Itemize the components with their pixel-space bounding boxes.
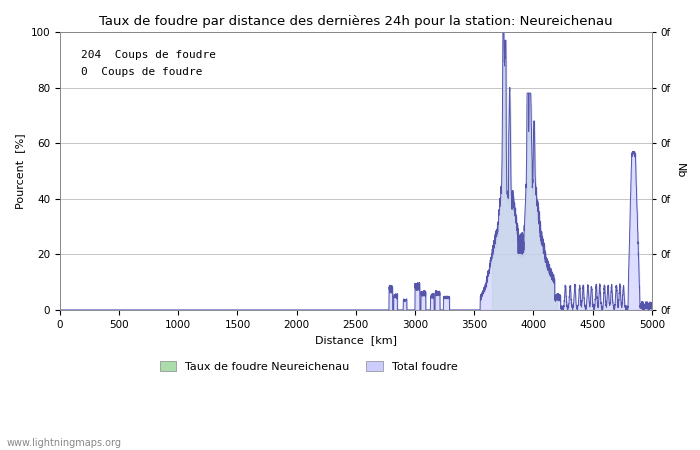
Text: 204  Coups de foudre: 204 Coups de foudre <box>80 50 216 60</box>
Y-axis label: Pourcent  [%]: Pourcent [%] <box>15 133 25 209</box>
Y-axis label: Nb: Nb <box>675 163 685 179</box>
X-axis label: Distance  [km]: Distance [km] <box>315 335 397 345</box>
Title: Taux de foudre par distance des dernières 24h pour la station: Neureichenau: Taux de foudre par distance des dernière… <box>99 15 612 28</box>
Text: 0  Coups de foudre: 0 Coups de foudre <box>80 67 202 76</box>
Text: www.lightningmaps.org: www.lightningmaps.org <box>7 438 122 448</box>
Legend: Taux de foudre Neureichenau, Total foudre: Taux de foudre Neureichenau, Total foudr… <box>155 357 462 377</box>
